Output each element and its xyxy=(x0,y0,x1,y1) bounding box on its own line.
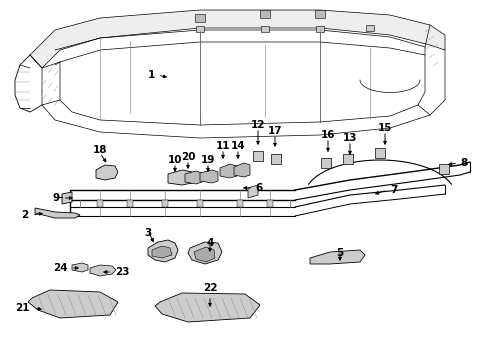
Polygon shape xyxy=(438,164,448,174)
Text: 20: 20 xyxy=(181,152,195,162)
Text: 19: 19 xyxy=(201,155,215,165)
Polygon shape xyxy=(220,164,237,178)
Polygon shape xyxy=(162,200,168,207)
Polygon shape xyxy=(234,163,249,177)
Text: 15: 15 xyxy=(377,123,391,133)
Text: 21: 21 xyxy=(16,303,30,313)
Polygon shape xyxy=(261,26,268,32)
Polygon shape xyxy=(197,200,203,207)
Polygon shape xyxy=(374,148,384,158)
Text: 1: 1 xyxy=(147,70,155,80)
Polygon shape xyxy=(195,14,204,22)
Text: 22: 22 xyxy=(203,283,217,293)
Polygon shape xyxy=(28,290,118,318)
Text: 24: 24 xyxy=(53,263,68,273)
Text: 11: 11 xyxy=(215,141,230,151)
Text: 6: 6 xyxy=(254,183,262,193)
Polygon shape xyxy=(342,154,352,164)
Text: 17: 17 xyxy=(267,126,282,136)
Text: 23: 23 xyxy=(115,267,129,277)
Text: 10: 10 xyxy=(167,155,182,165)
Polygon shape xyxy=(252,151,263,161)
Polygon shape xyxy=(152,246,172,258)
Polygon shape xyxy=(72,263,88,272)
Polygon shape xyxy=(96,165,118,180)
Polygon shape xyxy=(270,154,281,164)
Polygon shape xyxy=(309,250,364,264)
Text: 16: 16 xyxy=(320,130,335,140)
Text: 13: 13 xyxy=(342,133,357,143)
Polygon shape xyxy=(315,26,324,32)
Text: 18: 18 xyxy=(93,145,107,155)
Polygon shape xyxy=(97,200,103,207)
Polygon shape xyxy=(62,192,72,204)
Polygon shape xyxy=(196,26,203,32)
Polygon shape xyxy=(247,185,258,198)
Polygon shape xyxy=(35,208,80,218)
Polygon shape xyxy=(320,158,330,168)
Text: 5: 5 xyxy=(336,248,343,258)
Polygon shape xyxy=(155,293,260,322)
Text: 14: 14 xyxy=(230,141,245,151)
Text: 3: 3 xyxy=(144,228,151,238)
Polygon shape xyxy=(184,171,202,184)
Polygon shape xyxy=(194,247,215,262)
Polygon shape xyxy=(187,242,222,264)
Polygon shape xyxy=(30,10,444,68)
Polygon shape xyxy=(90,265,116,276)
Text: 2: 2 xyxy=(20,210,28,220)
Text: 8: 8 xyxy=(459,158,467,168)
Polygon shape xyxy=(365,25,373,31)
Text: 4: 4 xyxy=(206,238,213,248)
Polygon shape xyxy=(237,200,243,207)
Text: 9: 9 xyxy=(53,193,60,203)
Polygon shape xyxy=(168,170,192,185)
Polygon shape xyxy=(148,240,178,262)
Text: 7: 7 xyxy=(389,185,397,195)
Polygon shape xyxy=(260,10,269,18)
Polygon shape xyxy=(314,10,325,18)
Polygon shape xyxy=(266,200,272,207)
Text: 12: 12 xyxy=(250,120,264,130)
Polygon shape xyxy=(200,170,218,183)
Polygon shape xyxy=(127,200,133,207)
